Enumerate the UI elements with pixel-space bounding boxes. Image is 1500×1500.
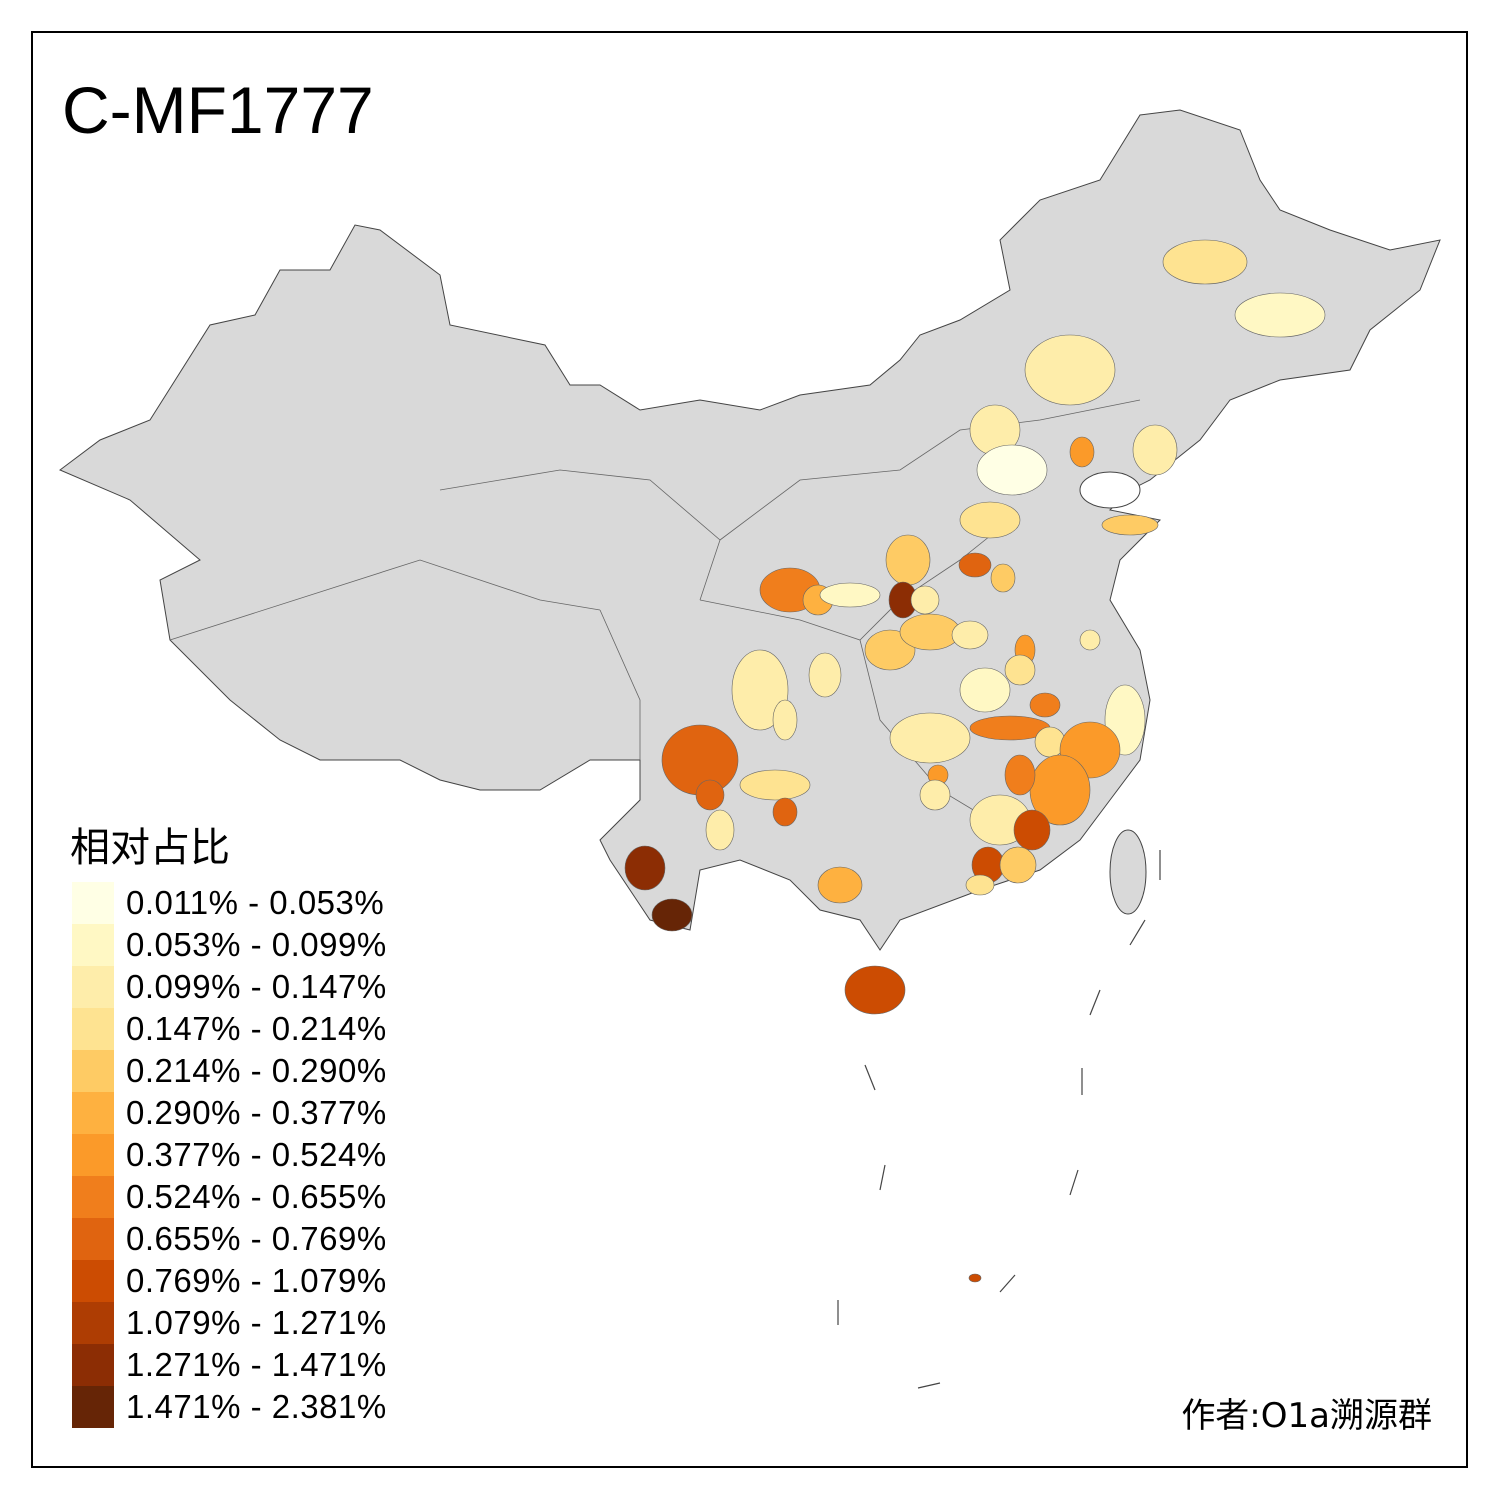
country-outline	[59, 109, 1441, 951]
province-border	[439, 469, 721, 601]
region	[819, 582, 881, 608]
region	[1132, 424, 1178, 476]
legend-swatch	[72, 1008, 114, 1050]
region	[910, 585, 940, 615]
region	[1024, 334, 1116, 406]
region	[624, 845, 666, 891]
legend-label: 1.079% - 1.271%	[126, 1304, 387, 1341]
region	[899, 613, 961, 651]
region	[951, 620, 989, 650]
boundary-dash	[1069, 1169, 1079, 1196]
legend-label: 0.099% - 0.147%	[126, 968, 387, 1005]
region	[739, 769, 811, 801]
legend-label: 0.524% - 0.655%	[126, 1178, 387, 1215]
region	[705, 809, 735, 851]
legend-swatch	[72, 1260, 114, 1302]
legend-item: 1.471% - 2.381%	[72, 1386, 387, 1428]
region	[959, 667, 1011, 713]
boundary-dash	[864, 1064, 876, 1091]
region	[1234, 292, 1326, 338]
region	[864, 629, 916, 671]
legend-title: 相对占比	[70, 825, 230, 871]
legend-label: 0.769% - 1.079%	[126, 1262, 387, 1299]
region	[1079, 629, 1101, 651]
province-border	[169, 559, 601, 641]
region	[731, 649, 789, 731]
boundary-dash	[999, 1274, 1016, 1293]
legend-item: 0.769% - 1.079%	[72, 1260, 387, 1302]
region	[1013, 809, 1051, 851]
region	[772, 699, 798, 741]
region	[651, 898, 693, 932]
region	[1004, 754, 1036, 796]
legend-label: 1.471% - 2.381%	[126, 1388, 387, 1425]
legend-item: 0.147% - 0.214%	[72, 1008, 387, 1050]
legend-swatch	[72, 1218, 114, 1260]
legend-item: 1.271% - 1.471%	[72, 1344, 387, 1386]
legend-label: 0.290% - 0.377%	[126, 1094, 387, 1131]
legend-label: 0.011% - 0.053%	[126, 884, 385, 921]
legend-swatch	[72, 1386, 114, 1428]
region	[808, 652, 842, 698]
legend-label: 0.655% - 0.769%	[126, 1220, 387, 1257]
boundary-dash	[1089, 989, 1101, 1016]
legend-swatch	[72, 1344, 114, 1386]
legend-item: 0.524% - 0.655%	[72, 1176, 387, 1218]
region	[919, 779, 951, 811]
region	[885, 534, 931, 586]
boundary-dash	[879, 1164, 886, 1191]
legend-item: 0.099% - 0.147%	[72, 966, 387, 1008]
legend-swatch	[72, 1302, 114, 1344]
region	[817, 866, 863, 904]
region	[965, 874, 995, 896]
legend-swatch	[72, 882, 114, 924]
region	[1162, 239, 1248, 285]
legend-item: 0.214% - 0.290%	[72, 1050, 387, 1092]
legend-swatch	[72, 1176, 114, 1218]
region	[958, 552, 992, 578]
region	[695, 779, 725, 811]
boundary-dash	[1129, 919, 1146, 946]
taiwan	[1109, 829, 1147, 915]
legend-swatch	[72, 1050, 114, 1092]
legend-label: 0.214% - 0.290%	[126, 1052, 387, 1089]
legend-swatch	[72, 924, 114, 966]
boundary-dash	[917, 1382, 941, 1389]
region	[999, 846, 1037, 884]
legend-swatch	[72, 1134, 114, 1176]
region	[1101, 514, 1159, 536]
legend-item: 1.079% - 1.271%	[72, 1302, 387, 1344]
region	[959, 501, 1021, 539]
province-border	[699, 519, 1011, 641]
legend-label: 0.147% - 0.214%	[126, 1010, 387, 1047]
legend-item: 0.377% - 0.524%	[72, 1134, 387, 1176]
legend-swatch	[72, 1092, 114, 1134]
legend: 0.011% - 0.053% 0.053% - 0.099% 0.099% - 0…	[72, 882, 387, 1428]
province-border	[599, 609, 641, 760]
region	[844, 965, 906, 1015]
region	[968, 1273, 982, 1283]
legend-label: 0.053% - 0.099%	[126, 926, 387, 963]
legend-item: 0.655% - 0.769%	[72, 1218, 387, 1260]
author-credit: 作者:O1a溯源群	[1181, 1396, 1432, 1436]
legend-item: 0.290% - 0.377%	[72, 1092, 387, 1134]
region	[990, 563, 1016, 593]
map-frame	[31, 31, 1468, 1468]
region	[976, 444, 1048, 496]
bohai-sea	[1079, 471, 1141, 509]
legend-label: 0.377% - 0.524%	[126, 1136, 387, 1173]
legend-item: 0.011% - 0.053%	[72, 882, 387, 924]
region	[1029, 692, 1061, 718]
region	[772, 797, 798, 827]
map-title: C-MF1777	[62, 73, 374, 147]
legend-label: 1.271% - 1.471%	[126, 1346, 387, 1383]
region	[889, 712, 971, 764]
region	[1069, 436, 1095, 468]
legend-swatch	[72, 966, 114, 1008]
province-border	[719, 399, 1141, 541]
legend-item: 0.053% - 0.099%	[72, 924, 387, 966]
region	[1004, 654, 1036, 686]
